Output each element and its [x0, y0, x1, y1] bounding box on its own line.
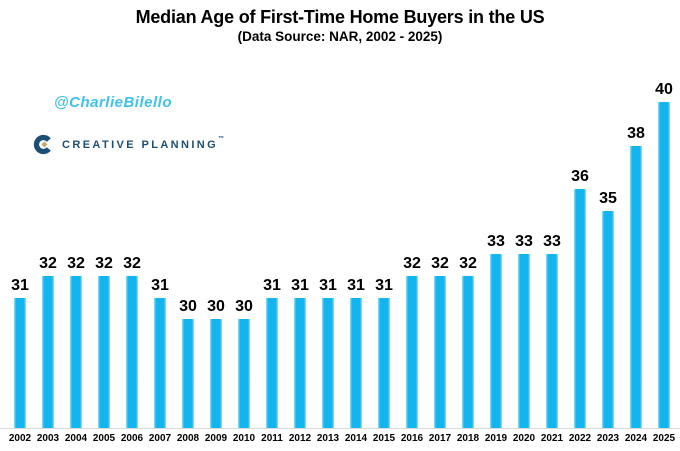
- x-axis-tick-label-2014: 2014: [344, 433, 368, 444]
- bar-value-label-2019: 33: [487, 233, 505, 250]
- bar-value-label-2006: 32: [123, 255, 141, 272]
- bar-2013: [322, 298, 334, 428]
- x-axis-tick-label-2005: 2005: [92, 433, 116, 444]
- bar-value-label-2018: 32: [459, 255, 477, 272]
- bar-2019: [490, 254, 502, 428]
- bar-value-label-2017: 32: [431, 255, 449, 272]
- x-axis-tick-label-2004: 2004: [64, 433, 88, 444]
- bar-value-label-2023: 35: [599, 190, 617, 207]
- bar-value-label-2004: 32: [67, 255, 85, 272]
- x-axis-tick-label-2009: 2009: [204, 433, 228, 444]
- bar-2012: [294, 298, 306, 428]
- bar-value-label-2012: 31: [291, 277, 309, 294]
- x-axis-tick-label-2015: 2015: [372, 433, 396, 444]
- x-axis-tick-label-2020: 2020: [512, 433, 536, 444]
- bar-2002: [14, 298, 26, 428]
- bar-value-label-2003: 32: [39, 255, 57, 272]
- x-axis-tick-label-2017: 2017: [428, 433, 452, 444]
- logo-brand-text: CREATIVE PLANNING: [62, 138, 219, 151]
- bar-value-label-2016: 32: [403, 255, 421, 272]
- creative-planning-logo: CREATIVE PLANNING ™: [33, 134, 224, 155]
- bar-2011: [266, 298, 278, 428]
- bar-value-label-2009: 30: [207, 298, 225, 315]
- x-axis-tick-label-2025: 2025: [652, 433, 676, 444]
- x-axis-tick-label-2008: 2008: [176, 433, 200, 444]
- bar-value-label-2022: 36: [571, 168, 589, 185]
- x-axis-tick-label-2010: 2010: [232, 433, 256, 444]
- bar-2021: [546, 254, 558, 428]
- bar-2009: [210, 319, 222, 428]
- creative-planning-logo-icon: [33, 134, 54, 155]
- logo-trademark-symbol: ™: [218, 136, 225, 142]
- bar-2025: [658, 102, 670, 428]
- bar-value-label-2021: 33: [543, 233, 561, 250]
- bar-2014: [350, 298, 362, 428]
- x-axis-tick-label-2003: 2003: [36, 433, 60, 444]
- bar-value-label-2008: 30: [179, 298, 197, 315]
- bar-2018: [462, 276, 474, 428]
- bar-2003: [42, 276, 54, 428]
- bar-2004: [70, 276, 82, 428]
- bar-value-label-2005: 32: [95, 255, 113, 272]
- bar-2007: [154, 298, 166, 428]
- x-axis-tick-label-2013: 2013: [316, 433, 340, 444]
- bar-2008: [182, 319, 194, 428]
- x-axis-tick-label-2024: 2024: [624, 433, 648, 444]
- x-axis-tick-label-2019: 2019: [484, 433, 508, 444]
- bar-2016: [406, 276, 418, 428]
- bar-2010: [238, 319, 250, 428]
- bar-2023: [602, 211, 614, 428]
- x-axis-tick-label-2021: 2021: [540, 433, 564, 444]
- x-axis-tick-label-2016: 2016: [400, 433, 424, 444]
- bar-2015: [378, 298, 390, 428]
- chart-title: Median Age of First-Time Home Buyers in …: [135, 7, 545, 27]
- bar-value-label-2010: 30: [235, 298, 253, 315]
- bar-2006: [126, 276, 138, 428]
- x-axis-tick-label-2018: 2018: [456, 433, 480, 444]
- bar-2024: [630, 146, 642, 428]
- x-axis-tick-label-2012: 2012: [288, 433, 312, 444]
- bar-value-label-2013: 31: [319, 277, 337, 294]
- x-axis-tick-label-2002: 2002: [8, 433, 32, 444]
- x-axis-tick-label-2023: 2023: [596, 433, 620, 444]
- x-axis-tick-label-2011: 2011: [261, 433, 283, 444]
- x-axis-tick-label-2007: 2007: [148, 433, 172, 444]
- bar-value-label-2002: 31: [11, 277, 29, 294]
- x-axis-tick-label-2022: 2022: [568, 433, 592, 444]
- bar-value-label-2007: 31: [151, 277, 169, 294]
- bar-2005: [98, 276, 110, 428]
- bar-2020: [518, 254, 530, 428]
- bar-value-label-2025: 40: [655, 81, 673, 98]
- bar-value-label-2014: 31: [347, 277, 365, 294]
- bar-value-label-2015: 31: [375, 277, 393, 294]
- bar-value-label-2020: 33: [515, 233, 533, 250]
- bar-value-label-2011: 31: [263, 277, 281, 294]
- x-axis-tick-label-2006: 2006: [120, 433, 144, 444]
- bar-2017: [434, 276, 446, 428]
- chart-subtitle: (Data Source: NAR, 2002 - 2025): [237, 29, 443, 44]
- bar-value-label-2024: 38: [627, 125, 645, 142]
- bar-2022: [574, 189, 586, 428]
- x-axis-line: [0, 428, 680, 429]
- watermark-author-handle: @CharlieBilello: [54, 94, 172, 111]
